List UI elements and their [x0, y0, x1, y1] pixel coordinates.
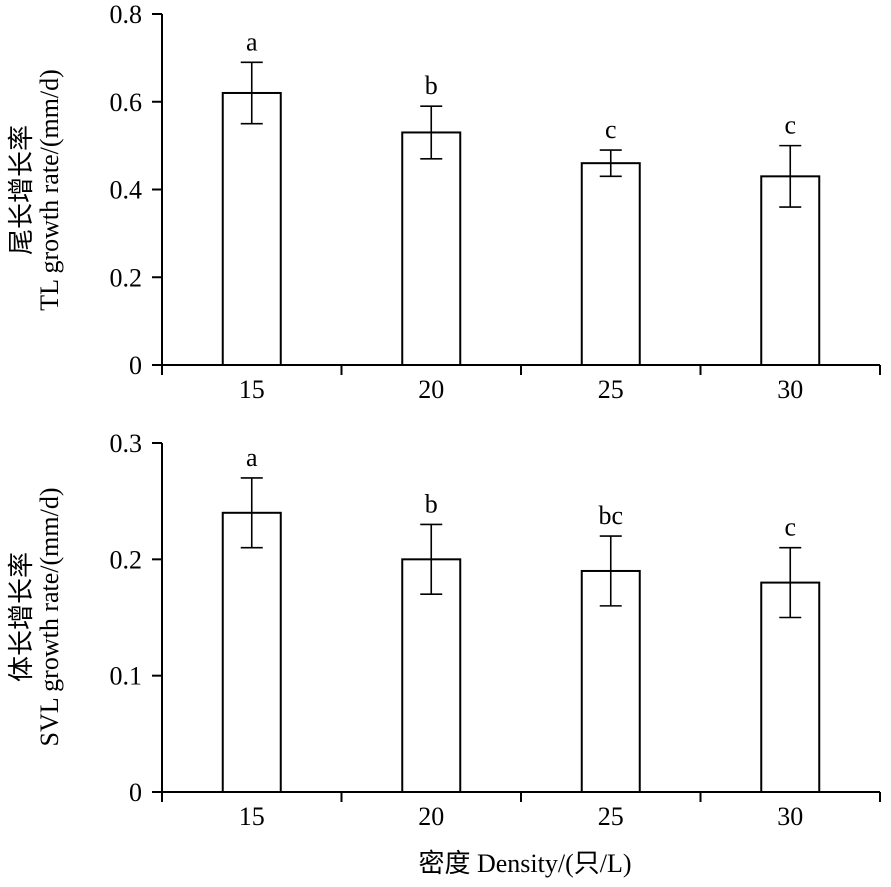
y-tick-label: 0.2 [110, 263, 143, 292]
y-axis-label-cn: 体长增长率 [7, 552, 36, 682]
bar [580, 569, 641, 794]
y-tick-label: 0.3 [110, 429, 143, 458]
panel-tl-growth-rate: 0 0.2 0.4 0.6 0.8 a 15 b 20 c 25 c 30 尾长增长率 TL growth … [7, 0, 881, 404]
x-tick-label: 25 [598, 802, 624, 831]
significance-label: a [246, 443, 258, 472]
x-axis-label: 密度 Density/(只/L) [418, 849, 631, 878]
bar [221, 511, 282, 793]
bar [401, 558, 462, 793]
y-tick-label: 0.2 [110, 545, 143, 574]
x-tick-label: 30 [777, 375, 803, 404]
y-axis-label-cn: 尾长增长率 [7, 125, 36, 255]
bar [401, 131, 462, 366]
significance-label: c [784, 513, 796, 542]
y-axis-label-en: TL growth rate/(mm/d) [35, 69, 64, 311]
y-tick-label: 0.4 [110, 176, 143, 205]
y-axis-label-en: SVL growth rate/(mm/d) [35, 488, 64, 747]
panel-svl-growth-rate: 0 0.1 0.2 0.3 a 15 b 20 bc 25 c 30 体长增长率 SVL growth r… [7, 429, 881, 831]
y-tick-label: 0.6 [110, 88, 143, 117]
x-tick-label: 30 [777, 802, 803, 831]
y-tick-label: 0 [129, 778, 142, 807]
x-tick-label: 25 [598, 375, 624, 404]
significance-label: b [425, 489, 438, 518]
significance-label: bc [598, 501, 623, 530]
bar [221, 91, 282, 366]
x-tick-label: 20 [418, 375, 444, 404]
y-tick-label: 0 [129, 351, 142, 380]
significance-label: c [784, 111, 796, 140]
x-tick-label: 15 [239, 802, 265, 831]
significance-label: a [246, 27, 258, 56]
x-tick-label: 20 [418, 802, 444, 831]
bar [580, 162, 641, 366]
significance-label: b [425, 71, 438, 100]
y-tick-label: 0.1 [110, 662, 143, 691]
y-tick-label: 0.8 [110, 0, 143, 29]
x-tick-label: 15 [239, 375, 265, 404]
significance-label: c [605, 115, 617, 144]
